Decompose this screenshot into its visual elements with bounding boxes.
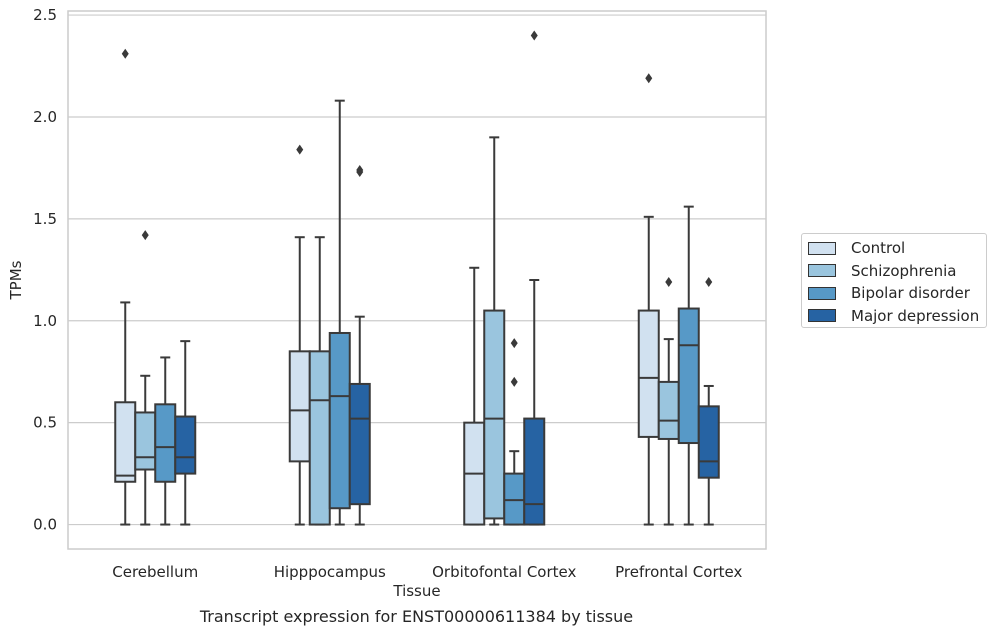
outlier-point bbox=[665, 277, 673, 288]
box-schizophrenia bbox=[483, 136, 506, 526]
legend-swatch bbox=[808, 309, 836, 323]
box-iqr bbox=[134, 411, 157, 471]
box-major-depression bbox=[523, 30, 546, 526]
box-groups bbox=[114, 30, 720, 526]
legend-swatch bbox=[808, 286, 836, 300]
legend-item: Major depression bbox=[808, 305, 980, 328]
outlier-point bbox=[530, 30, 538, 41]
y-tick-label: 0.5 bbox=[33, 414, 57, 432]
outlier-point bbox=[296, 144, 304, 155]
legend-label: Control bbox=[851, 239, 906, 258]
box-major-depression bbox=[174, 340, 197, 526]
legend-label: Major depression bbox=[851, 306, 980, 325]
box-iqr bbox=[657, 380, 680, 440]
box-iqr bbox=[637, 309, 660, 438]
box-iqr bbox=[697, 405, 720, 479]
box-bipolar-disorder bbox=[154, 356, 177, 526]
legend-swatch bbox=[808, 264, 836, 278]
box-iqr bbox=[328, 331, 351, 510]
box-schizophrenia bbox=[308, 236, 331, 526]
box-control bbox=[637, 73, 660, 526]
box-iqr bbox=[348, 382, 371, 506]
box-schizophrenia bbox=[134, 230, 157, 526]
plot-frame bbox=[67, 10, 767, 550]
outlier-point bbox=[356, 164, 364, 175]
box-major-depression bbox=[348, 164, 371, 526]
legend-item: Schizophrenia bbox=[808, 260, 980, 283]
box-control bbox=[288, 144, 311, 526]
legend-swatch bbox=[808, 241, 836, 255]
box-iqr bbox=[308, 350, 331, 526]
outlier-point bbox=[645, 73, 653, 84]
box-iqr bbox=[174, 415, 197, 475]
x-tick-label: Hipppocampus bbox=[274, 563, 386, 581]
y-axis-label: TPMs bbox=[7, 260, 25, 300]
legend-item: Bipolar disorder bbox=[808, 282, 980, 305]
box-iqr bbox=[523, 417, 546, 526]
box-iqr bbox=[677, 307, 700, 445]
box-bipolar-disorder bbox=[677, 205, 700, 526]
box-iqr bbox=[154, 403, 177, 483]
y-tick-label: 1.0 bbox=[33, 312, 57, 330]
outlier-point bbox=[705, 277, 713, 288]
box-bipolar-disorder bbox=[503, 338, 526, 526]
legend-item: Control bbox=[808, 237, 980, 260]
x-tick-label: Prefrontal Cortex bbox=[615, 563, 742, 581]
legend-label: Schizophrenia bbox=[851, 261, 957, 280]
box-iqr bbox=[503, 472, 526, 526]
box-bipolar-disorder bbox=[328, 99, 351, 526]
box-iqr bbox=[288, 350, 311, 463]
y-tick-label: 2.5 bbox=[33, 6, 57, 24]
y-tick-label: 2.0 bbox=[33, 108, 57, 126]
chart-caption: Transcript expression for ENST0000061138… bbox=[199, 607, 634, 626]
x-axis-label: Tissue bbox=[392, 582, 440, 600]
legend-label: Bipolar disorder bbox=[851, 284, 970, 303]
x-tick-label: Orbitofontal Cortex bbox=[432, 563, 576, 581]
y-tick-label: 0.0 bbox=[33, 516, 57, 534]
outlier-point bbox=[141, 230, 149, 241]
box-control bbox=[114, 48, 137, 526]
box-schizophrenia bbox=[657, 277, 680, 526]
box-major-depression bbox=[697, 277, 720, 526]
y-tick-label: 1.5 bbox=[33, 210, 57, 228]
box-iqr bbox=[483, 309, 506, 520]
x-tick-labels: Cerebellum Hipppocampus Orbitofontal Corte… bbox=[112, 563, 742, 581]
outlier-point bbox=[510, 338, 518, 349]
x-tick-label: Cerebellum bbox=[112, 563, 198, 581]
legend: Control Schizophrenia Bipolar disorder Majo… bbox=[801, 233, 987, 328]
y-tick-labels: 0.0 0.5 1.0 1.5 2.0 2.5 bbox=[33, 6, 57, 533]
box-control bbox=[463, 266, 486, 526]
outlier-point bbox=[121, 48, 129, 59]
box-iqr bbox=[114, 401, 137, 483]
outlier-point bbox=[510, 376, 518, 387]
